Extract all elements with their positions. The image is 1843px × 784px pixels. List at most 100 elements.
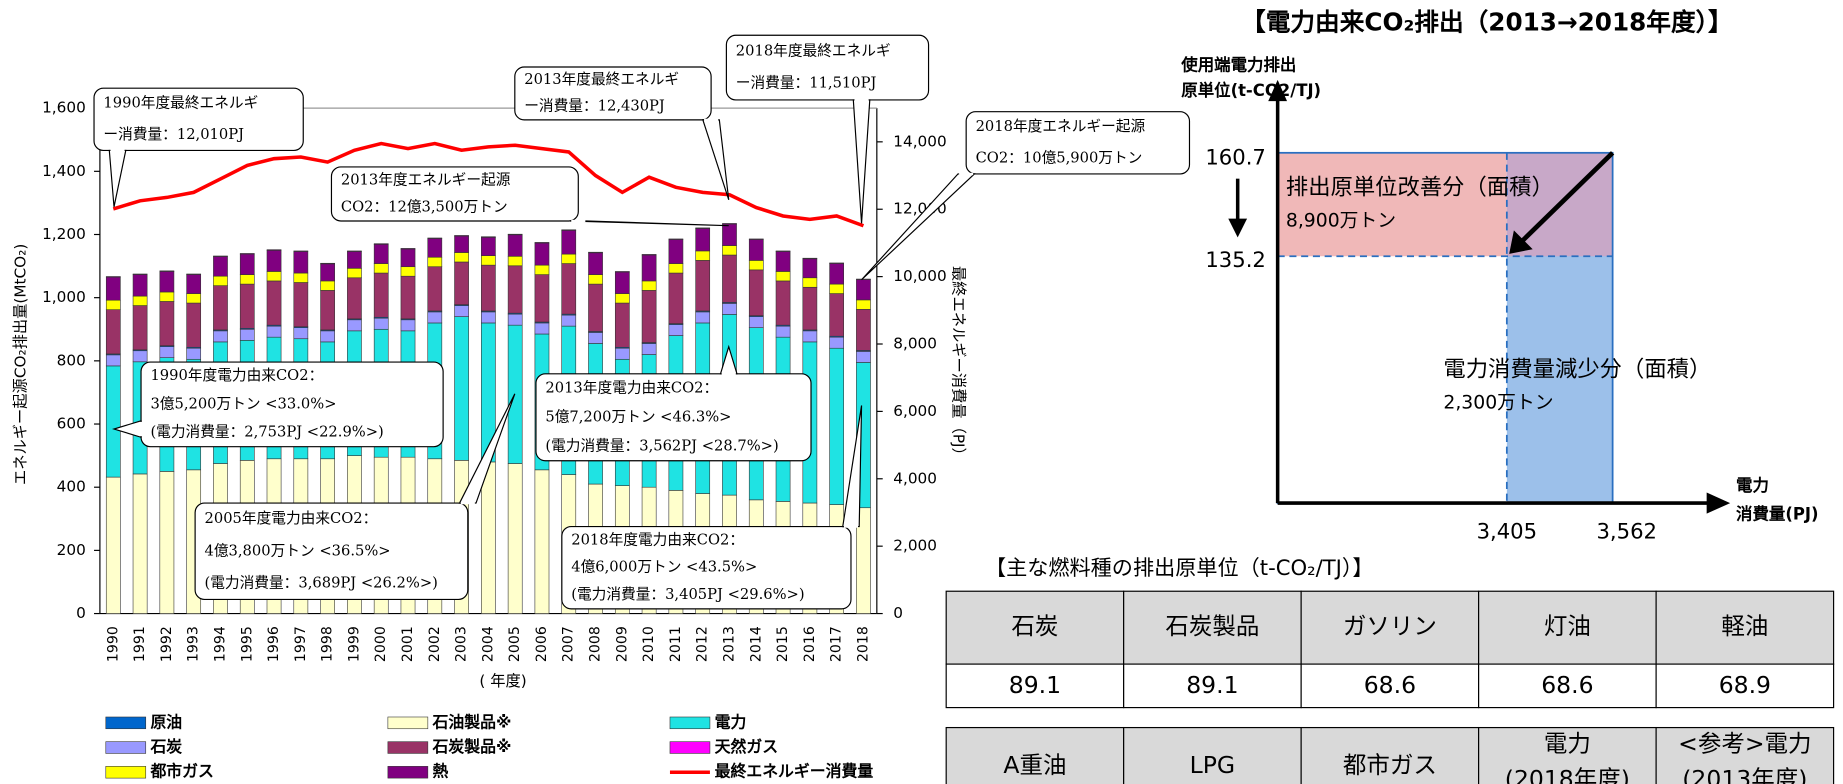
diagram-y-label: 原単位(t-CO2/TJ) xyxy=(1181,81,1321,100)
callout-pointer xyxy=(842,405,863,528)
table-cell xyxy=(1655,663,1835,709)
bar-segment xyxy=(105,276,121,278)
bar-segment xyxy=(454,252,469,263)
callout-text: 2013年度最終エネルギ xyxy=(524,71,679,88)
bar-segment xyxy=(186,274,202,294)
callout-text: CO2：10億5,900万トン xyxy=(976,149,1143,166)
callout-text: 2013年度電力由来CO2： xyxy=(545,379,718,396)
bar-segment xyxy=(588,283,603,332)
bar-segment xyxy=(373,243,389,245)
callout-text: (電力消費量：2,753PJ <22.9%>) xyxy=(150,424,383,441)
bar-segment xyxy=(454,235,469,253)
x-tick-label: 2002 xyxy=(427,626,443,662)
bar-segment xyxy=(561,230,577,255)
callout-text: ー消費量：12,430PJ xyxy=(524,98,665,115)
bar-segment xyxy=(132,274,148,297)
bar-segment xyxy=(829,293,844,337)
bar-segment xyxy=(213,256,228,277)
table-header-text: ガソリン xyxy=(1343,612,1437,640)
diagram-x-tick: 3,562 xyxy=(1596,518,1657,543)
y-tick-label: 1,200 xyxy=(42,225,86,243)
table-header-cell xyxy=(1123,726,1302,784)
bar-segment xyxy=(856,278,871,280)
legend-swatch xyxy=(669,716,711,730)
legend-swatch xyxy=(105,766,147,779)
bar-segment xyxy=(347,268,362,279)
callout-text: 2018年度エネルギー起源 xyxy=(976,118,1146,135)
y-tick-label: 200 xyxy=(57,541,86,559)
bar-segment xyxy=(668,324,684,336)
bar-segment xyxy=(561,263,577,315)
y-axis-title: エネルギー起源CO₂排出量(MtCO₂) xyxy=(12,244,30,485)
bar-segment xyxy=(159,291,175,302)
bar-segment xyxy=(373,263,389,274)
callout-pointer xyxy=(108,149,127,207)
bar-segment xyxy=(293,250,309,252)
table-header-cell xyxy=(1478,726,1657,784)
y-tick-label: 0 xyxy=(76,604,86,622)
table-header-text: (2013年度) xyxy=(1682,765,1807,784)
bar-segment xyxy=(829,347,844,505)
x-tick-label: 2014 xyxy=(748,626,764,662)
bar-segment xyxy=(293,282,309,328)
x-tick-label: 2010 xyxy=(641,626,657,662)
callout-box xyxy=(725,34,930,101)
y2-tick-label: 8,000 xyxy=(893,335,937,353)
y-tick-label: 1,400 xyxy=(42,162,86,180)
bar-segment xyxy=(266,249,282,272)
bar-segment xyxy=(534,469,550,614)
arrowhead xyxy=(1228,218,1248,238)
bar-segment xyxy=(641,254,657,282)
bar-segment xyxy=(561,229,577,231)
y2-axis-title: 最終エネルギー消費量（PJ） xyxy=(949,266,967,463)
callout-pointer xyxy=(702,119,730,201)
bar-segment xyxy=(775,251,791,272)
bar-segment xyxy=(614,271,630,273)
line xyxy=(112,141,865,228)
bar-segment xyxy=(239,283,255,329)
table-header-text: 都市ガス xyxy=(1343,751,1437,779)
callout-text: 2013年度エネルギー起源 xyxy=(341,171,511,188)
x-tick-label: 2004 xyxy=(480,626,496,662)
bar-segment xyxy=(427,238,443,258)
bar-segment xyxy=(641,254,657,256)
y2-tick-label: 2,000 xyxy=(893,537,937,555)
legend-swatch xyxy=(387,766,429,779)
x-tick-label: 2015 xyxy=(775,626,791,662)
bar-segment xyxy=(239,328,255,341)
bar-segment xyxy=(105,365,121,478)
x-tick-label: 2017 xyxy=(829,626,845,662)
x-tick-label: 1991 xyxy=(132,626,148,662)
legend-swatch xyxy=(669,741,711,754)
bar-segment xyxy=(748,239,764,261)
diagram-y-label: 使用端電力排出 xyxy=(1180,55,1296,74)
bar-segment xyxy=(775,250,791,252)
bar-segment xyxy=(507,256,523,267)
arrowhead xyxy=(1268,79,1288,102)
bar-segment xyxy=(748,269,764,316)
bar-segment xyxy=(159,346,175,358)
bar-segment xyxy=(695,260,711,312)
bar-segment xyxy=(266,271,282,282)
callout-text: 4億6,000万トン <43.5%> xyxy=(571,559,757,576)
bar-segment xyxy=(695,228,711,252)
bar-segment xyxy=(829,263,844,285)
bar-segment xyxy=(829,262,844,264)
y2-tick-label: 10,000 xyxy=(893,267,946,285)
bar-segment xyxy=(454,235,469,237)
x-tick-label: 2003 xyxy=(454,626,470,662)
bar-segment xyxy=(347,277,362,320)
legend-swatch xyxy=(387,741,429,754)
bar-segment xyxy=(802,277,818,288)
bar-segment xyxy=(481,311,496,324)
bar-segment xyxy=(105,276,121,301)
bar-segment xyxy=(159,471,175,614)
table-cell-text: 68.6 xyxy=(1364,671,1416,699)
callout-text: ー消費量：11,510PJ xyxy=(736,75,877,92)
bar-segment xyxy=(213,275,228,286)
bar-segment xyxy=(534,322,550,335)
bar-segment xyxy=(427,311,443,324)
bar-segment xyxy=(105,354,121,367)
x-tick-label: 2008 xyxy=(588,626,604,662)
